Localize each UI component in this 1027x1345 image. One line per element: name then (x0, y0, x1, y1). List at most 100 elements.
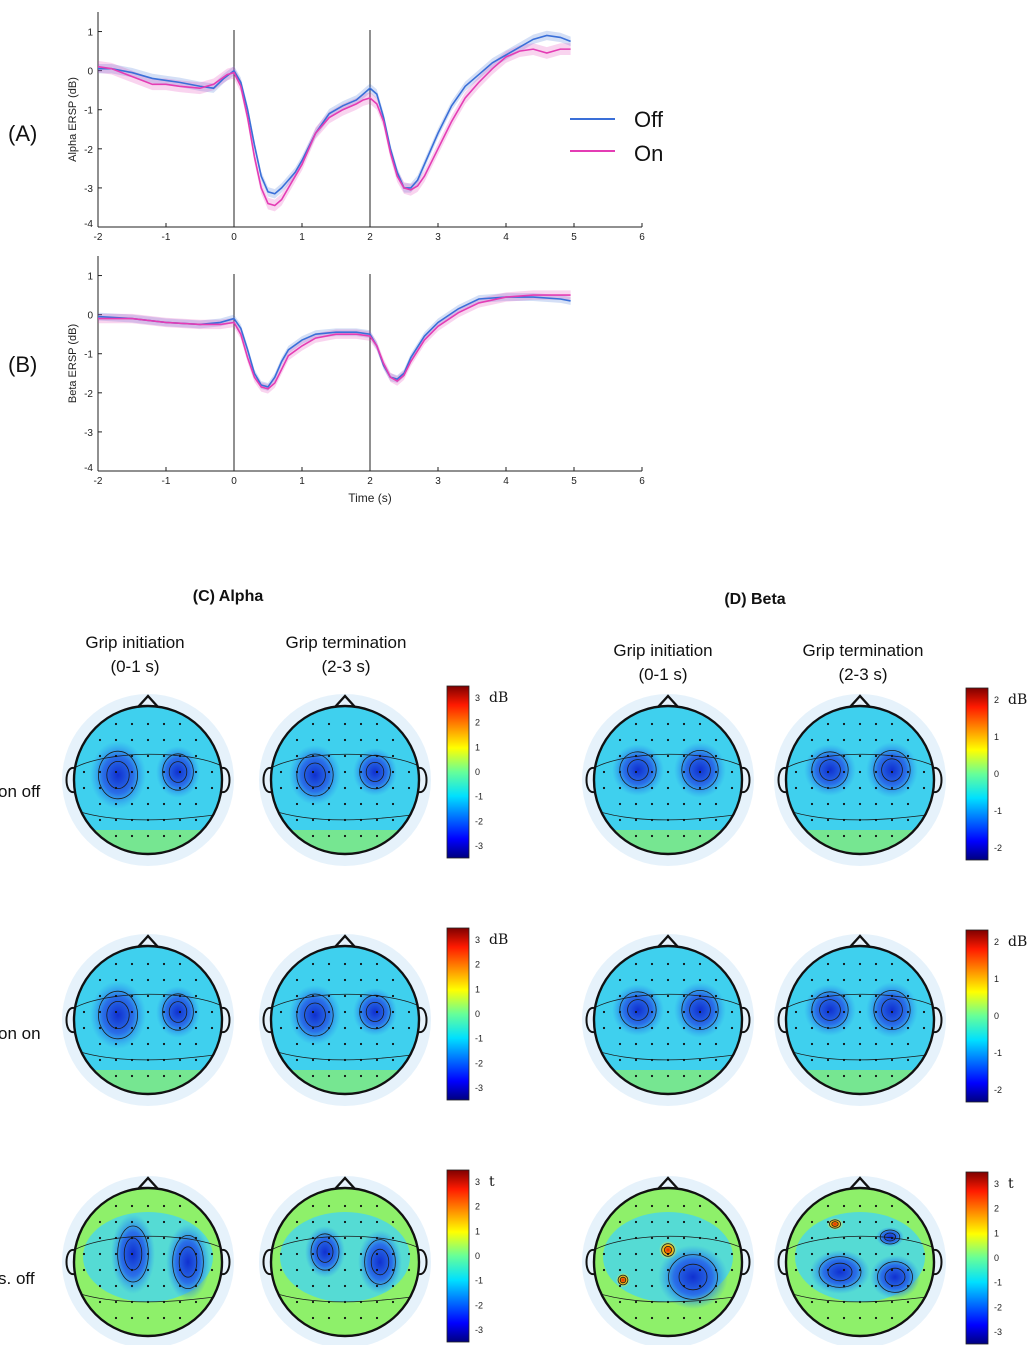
electrode (890, 1010, 894, 1014)
electrode (650, 1026, 654, 1030)
electrode (327, 978, 331, 982)
electrode (130, 754, 134, 758)
electrode (874, 1204, 878, 1208)
electrode (922, 1010, 926, 1014)
topomap-alpha-init-row3 (62, 1176, 234, 1345)
electrode (98, 1300, 102, 1304)
y-tick-label: -2 (84, 145, 93, 156)
electrode (311, 802, 315, 806)
ear-right (933, 1249, 943, 1275)
electrode (650, 1316, 654, 1320)
electrode (682, 994, 686, 998)
electrode (602, 1026, 606, 1030)
electrode (874, 770, 878, 774)
topomap-beta-init-row1 (582, 694, 754, 866)
electrode (114, 1236, 118, 1240)
electrode (874, 1220, 878, 1224)
electrode (842, 1316, 846, 1320)
electrode (98, 1026, 102, 1030)
electrode (327, 1252, 331, 1256)
electrode (730, 1010, 734, 1014)
electrode (650, 978, 654, 982)
y-tick-label: 0 (87, 311, 93, 322)
electrode (874, 1026, 878, 1030)
electrode (279, 770, 283, 774)
electrode (618, 754, 622, 758)
electrode (359, 770, 363, 774)
contour-line (594, 1235, 742, 1251)
electrode (842, 738, 846, 742)
electrode (327, 1074, 331, 1078)
electrode (874, 978, 878, 982)
electrode (858, 978, 862, 982)
electrode (162, 770, 166, 774)
electrode (874, 994, 878, 998)
electrode (874, 722, 878, 726)
electrode (178, 1268, 182, 1272)
electrode (359, 738, 363, 742)
contour-line (786, 1235, 934, 1251)
electrode (311, 786, 315, 790)
electrode (714, 786, 718, 790)
contour-line (365, 761, 385, 783)
electrode (375, 1026, 379, 1030)
x-tick-label: -2 (94, 232, 103, 243)
electrode (906, 1010, 910, 1014)
nose (137, 1176, 159, 1190)
colorbar-tick-label: 3 (994, 1179, 999, 1189)
electrode (682, 818, 686, 822)
electrode (666, 962, 670, 966)
series-line-on (98, 294, 571, 390)
electrode (359, 1220, 363, 1224)
electrode (666, 978, 670, 982)
contour-line (881, 998, 903, 1022)
contour-line (828, 1219, 841, 1229)
electrode (602, 770, 606, 774)
electrode (178, 770, 182, 774)
electrode (682, 978, 686, 982)
electrode (295, 818, 299, 822)
contour-line (811, 991, 849, 1029)
col-title-c-init: Grip initiation (85, 633, 184, 652)
electrode (82, 1268, 86, 1272)
contour-line (681, 749, 719, 791)
electrode (810, 754, 814, 758)
electrode (634, 834, 638, 838)
electrode (146, 1268, 150, 1272)
electrode (343, 962, 347, 966)
electrode (634, 962, 638, 966)
nose (849, 694, 871, 708)
electrode (906, 1300, 910, 1304)
electrode (130, 834, 134, 838)
electrode (343, 1026, 347, 1030)
colorbar-tick-label: -3 (475, 1083, 483, 1093)
electrode (162, 818, 166, 822)
electrode (162, 994, 166, 998)
electrode (858, 962, 862, 966)
electrode (327, 818, 331, 822)
electrode (311, 1284, 315, 1288)
contour-line (678, 1263, 708, 1291)
electrode (666, 1284, 670, 1288)
electrode (375, 818, 379, 822)
electrode (98, 802, 102, 806)
electrode (890, 1268, 894, 1272)
electrode (714, 1058, 718, 1062)
electrode (842, 978, 846, 982)
electrode (906, 1220, 910, 1224)
electrode (162, 1010, 166, 1014)
head-outline (784, 944, 936, 1096)
x-tick-label: 3 (435, 232, 441, 243)
electrode (295, 1010, 299, 1014)
electrode (874, 962, 878, 966)
electrode (343, 754, 347, 758)
contour-line (681, 989, 719, 1031)
electrode (842, 1236, 846, 1240)
colorbar-tick-label: -1 (475, 792, 483, 802)
contour-line (271, 993, 419, 1009)
electrode (114, 1316, 118, 1320)
electrode (794, 1268, 798, 1272)
electrode (130, 1268, 134, 1272)
electrode (295, 1026, 299, 1030)
electrode (666, 1236, 670, 1240)
